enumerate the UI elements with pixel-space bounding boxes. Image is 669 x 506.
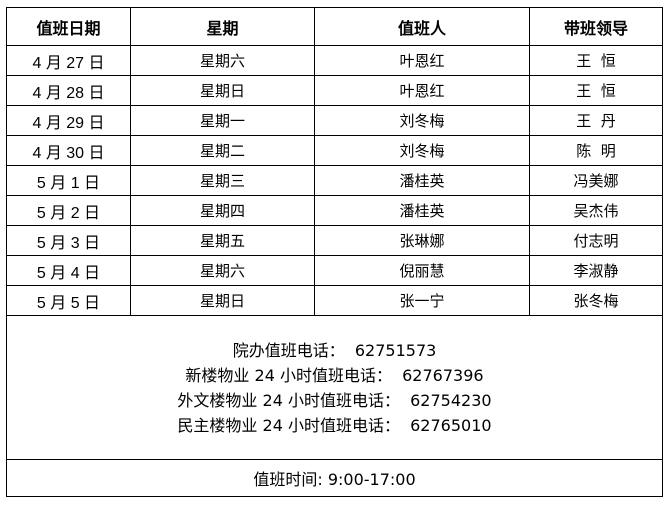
leader-cell: 王 丹 [529, 105, 663, 136]
leader-cell: 张冬梅 [529, 285, 663, 316]
staff-cell: 倪丽慧 [314, 255, 530, 286]
staff-cell: 潘桂英 [314, 195, 530, 226]
contact-line: 外文楼物业 24 小时值班电话： 62754230 [177, 390, 492, 410]
date-cell: 5 月 2 日 [6, 195, 131, 226]
contact-line: 民主楼物业 24 小时值班电话： 62765010 [177, 415, 492, 435]
leader-cell: 吴杰伟 [529, 195, 663, 226]
date-cell: 5 月 3 日 [6, 225, 131, 256]
duty-hours: 值班时间: 9:00-17:00 [6, 459, 663, 497]
leader-cell: 王 恒 [529, 45, 663, 76]
staff-cell: 叶恩红 [314, 75, 530, 106]
contact-line: 院办值班电话： 62751573 [232, 340, 437, 360]
weekday-cell: 星期六 [130, 45, 315, 76]
staff-cell: 张一宁 [314, 285, 530, 316]
date-cell: 5 月 1 日 [6, 165, 131, 196]
weekday-cell: 星期日 [130, 75, 315, 106]
leader-cell: 李淑静 [529, 255, 663, 286]
leader-cell: 付志明 [529, 225, 663, 256]
staff-cell: 刘冬梅 [314, 105, 530, 136]
header-row: 值班日期 星期 值班人 带班领导 [6, 7, 663, 46]
leader-cell: 冯美娜 [529, 165, 663, 196]
table-row: 5 月 3 日星期五 张琳娜 付志明 [6, 225, 663, 256]
weekday-cell: 星期六 [130, 255, 315, 286]
date-cell: 4 月 29 日 [6, 105, 131, 136]
header-date: 值班日期 [6, 7, 131, 46]
table-row: 5 月 1 日星期三 潘桂英 冯美娜 [6, 165, 663, 196]
weekday-cell: 星期二 [130, 135, 315, 166]
table-row: 4 月 29 日星期一 刘冬梅王 丹 [6, 105, 663, 136]
leader-cell: 王 恒 [529, 75, 663, 106]
leader-cell: 陈 明 [529, 135, 663, 166]
contact-line: 新楼物业 24 小时值班电话： 62767396 [185, 365, 484, 385]
date-cell: 4 月 28 日 [6, 75, 131, 106]
table-row: 5 月 5 日星期日 张一宁 张冬梅 [6, 285, 663, 316]
contact-info: 院办值班电话： 62751573 新楼物业 24 小时值班电话： 6276739… [6, 315, 663, 460]
header-weekday: 星期 [130, 7, 315, 46]
date-cell: 5 月 4 日 [6, 255, 131, 286]
weekday-cell: 星期三 [130, 165, 315, 196]
table-row: 5 月 4 日星期六 倪丽慧 李淑静 [6, 255, 663, 286]
date-cell: 4 月 30 日 [6, 135, 131, 166]
date-cell: 5 月 5 日 [6, 285, 131, 316]
staff-cell: 刘冬梅 [314, 135, 530, 166]
header-staff: 值班人 [314, 7, 530, 46]
table-row: 4 月 28 日星期日 叶恩红王 恒 [6, 75, 663, 106]
table-row: 4 月 30 日星期二 刘冬梅陈 明 [6, 135, 663, 166]
staff-cell: 叶恩红 [314, 45, 530, 76]
date-cell: 4 月 27 日 [6, 45, 131, 76]
weekday-cell: 星期五 [130, 225, 315, 256]
staff-cell: 潘桂英 [314, 165, 530, 196]
header-leader: 带班领导 [529, 7, 663, 46]
weekday-cell: 星期一 [130, 105, 315, 136]
staff-cell: 张琳娜 [314, 225, 530, 256]
weekday-cell: 星期日 [130, 285, 315, 316]
table-row: 4 月 27 日星期六 叶恩红王 恒 [6, 45, 663, 76]
weekday-cell: 星期四 [130, 195, 315, 226]
table-row: 5 月 2 日星期四 潘桂英 吴杰伟 [6, 195, 663, 226]
